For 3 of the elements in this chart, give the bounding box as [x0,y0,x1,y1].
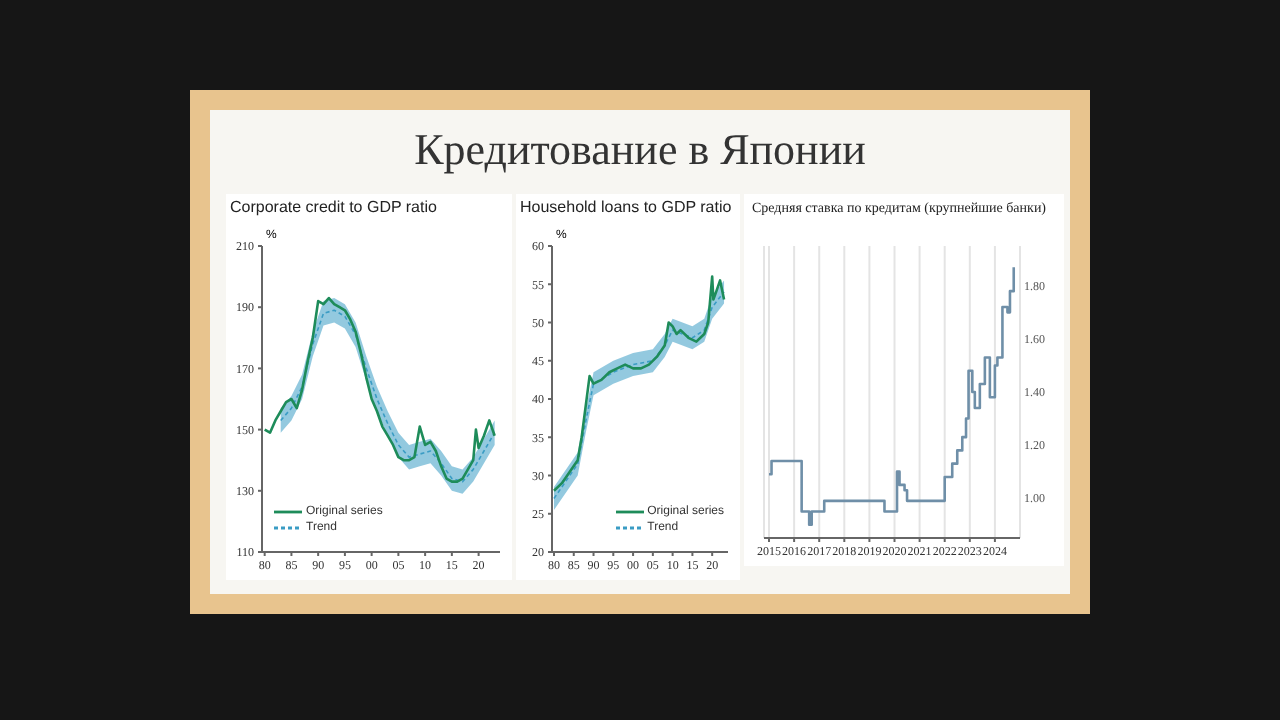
chart-title: Household loans to GDP ratio [518,196,734,220]
text: Кредитование в Японии [412,124,868,176]
chart-title: Corporate credit to GDP ratio [228,196,439,220]
